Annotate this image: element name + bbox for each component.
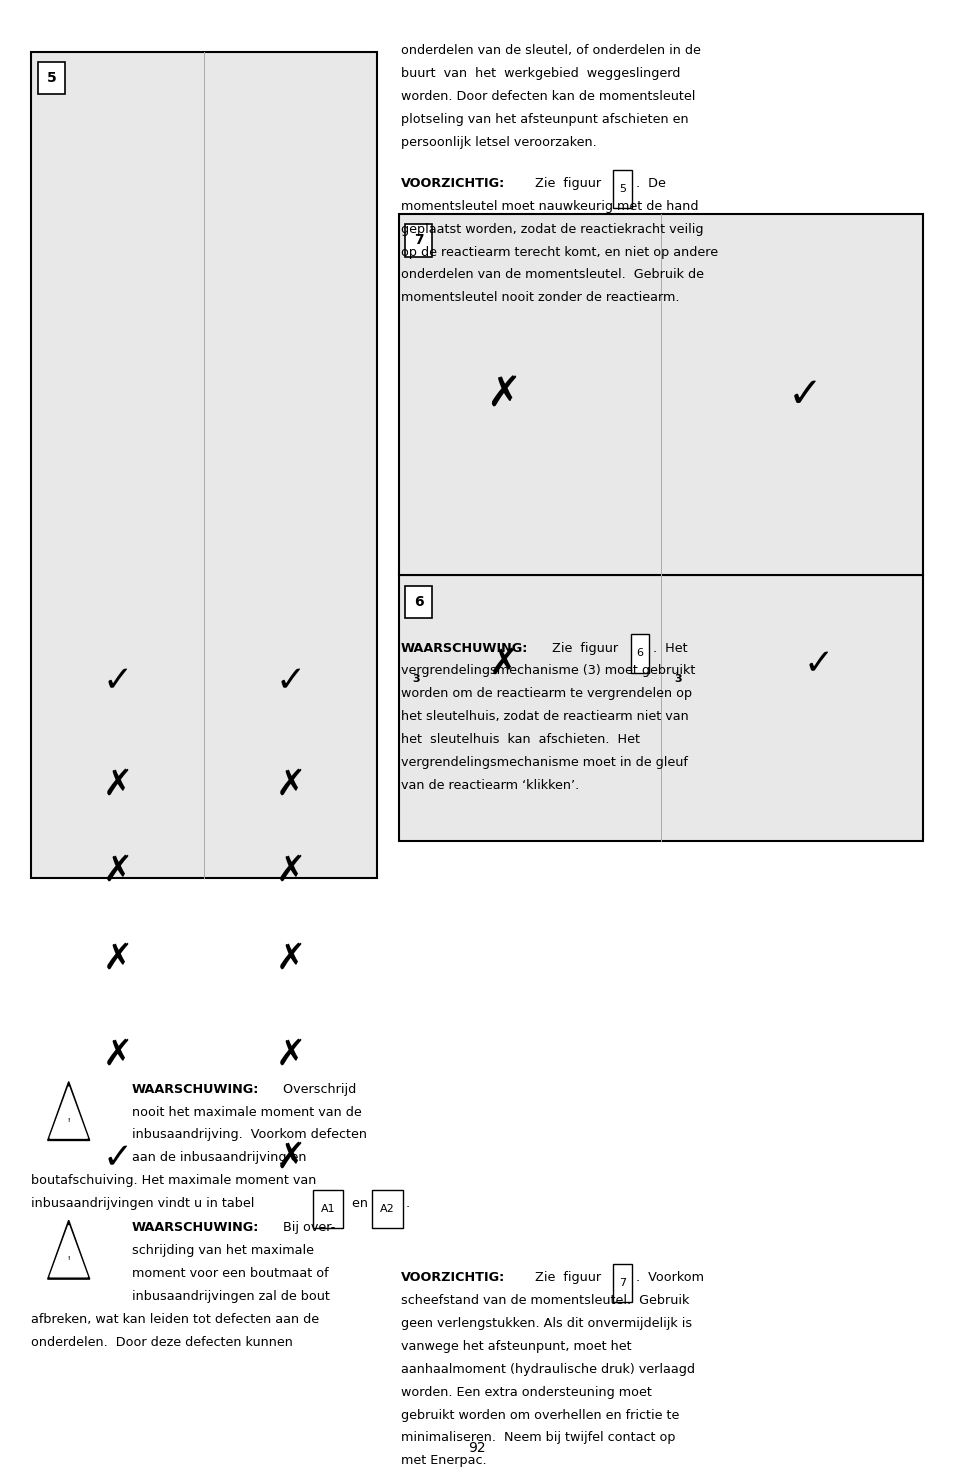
FancyBboxPatch shape: [630, 634, 648, 673]
Text: VOORZICHTIG:: VOORZICHTIG:: [400, 1271, 504, 1285]
Text: A1: A1: [320, 1204, 335, 1214]
Text: ✓: ✓: [103, 664, 132, 699]
Text: momentsleutel nooit zonder de reactiearm.: momentsleutel nooit zonder de reactiearm…: [400, 291, 679, 304]
Text: 7: 7: [618, 1279, 625, 1288]
Bar: [405, 224, 432, 257]
Bar: [38, 62, 65, 94]
Text: .  Het: . Het: [653, 642, 687, 655]
Text: ✗: ✗: [275, 941, 305, 976]
Bar: [405, 586, 432, 618]
Text: minimaliseren.  Neem bij twijfel contact op: minimaliseren. Neem bij twijfel contact …: [400, 1431, 675, 1444]
Text: ✓: ✓: [802, 646, 833, 681]
Text: met Enerpac.: met Enerpac.: [400, 1454, 486, 1468]
Polygon shape: [50, 1087, 88, 1139]
Text: ✗: ✗: [275, 1037, 305, 1072]
Text: momentsleutel moet nauwkeurig met de hand: momentsleutel moet nauwkeurig met de han…: [400, 199, 698, 212]
FancyBboxPatch shape: [613, 1264, 631, 1302]
FancyBboxPatch shape: [313, 1189, 343, 1227]
Text: !: !: [68, 1257, 70, 1261]
Text: moment voor een boutmaat of: moment voor een boutmaat of: [132, 1267, 328, 1280]
Text: het  sleutelhuis  kan  afschieten.  Het: het sleutelhuis kan afschieten. Het: [400, 733, 639, 746]
Text: 3: 3: [412, 674, 419, 683]
Text: Zie  figuur: Zie figuur: [526, 177, 604, 190]
Text: het sleutelhuis, zodat de reactiearm niet van: het sleutelhuis, zodat de reactiearm nie…: [400, 709, 688, 723]
Text: afbreken, wat kan leiden tot defecten aan de: afbreken, wat kan leiden tot defecten aa…: [31, 1313, 319, 1326]
Text: vergrendelingsmechanisme moet in de gleuf: vergrendelingsmechanisme moet in de gleu…: [400, 755, 687, 768]
Text: vergrendelingsmechanisme (3) moet gebruikt: vergrendelingsmechanisme (3) moet gebrui…: [400, 664, 695, 677]
Text: .  De: . De: [636, 177, 665, 190]
Text: ✗: ✗: [103, 767, 132, 802]
Text: inbusaandrijving.  Voorkom defecten: inbusaandrijving. Voorkom defecten: [132, 1128, 366, 1142]
Polygon shape: [48, 1081, 90, 1140]
Text: ✗: ✗: [486, 373, 520, 416]
Text: 92: 92: [468, 1441, 485, 1456]
Text: boutafschuiving. Het maximale moment van: boutafschuiving. Het maximale moment van: [31, 1174, 316, 1187]
Text: ✗: ✗: [103, 853, 132, 888]
Text: WAARSCHUWING:: WAARSCHUWING:: [132, 1083, 259, 1096]
Text: buurt  van  het  werkgebied  weggeslingerd: buurt van het werkgebied weggeslingerd: [400, 66, 679, 80]
Bar: [398, 575, 923, 841]
Text: ✗: ✗: [103, 1037, 132, 1072]
Text: WAARSCHUWING:: WAARSCHUWING:: [400, 642, 528, 655]
Text: WAARSCHUWING:: WAARSCHUWING:: [132, 1221, 259, 1235]
Text: 6: 6: [636, 649, 642, 658]
Text: worden. Een extra ondersteuning moet: worden. Een extra ondersteuning moet: [400, 1386, 651, 1398]
Text: .  Voorkom: . Voorkom: [636, 1271, 703, 1285]
Text: inbusaandrijvingen zal de bout: inbusaandrijvingen zal de bout: [132, 1289, 329, 1302]
Text: ✗: ✗: [275, 853, 305, 888]
Text: geplaatst worden, zodat de reactiekracht veilig: geplaatst worden, zodat de reactiekracht…: [400, 223, 702, 236]
Text: 5: 5: [618, 184, 625, 193]
Bar: [31, 52, 376, 878]
Text: ✓: ✓: [275, 664, 305, 699]
Text: 5: 5: [47, 71, 56, 86]
Text: en: en: [348, 1198, 372, 1210]
Text: 3: 3: [674, 674, 681, 683]
Text: Zie  figuur: Zie figuur: [526, 1271, 604, 1285]
Text: schrijding van het maximale: schrijding van het maximale: [132, 1245, 314, 1257]
Text: gebruikt worden om overhellen en frictie te: gebruikt worden om overhellen en frictie…: [400, 1409, 679, 1422]
Text: A2: A2: [379, 1204, 395, 1214]
Text: .: .: [405, 1198, 409, 1210]
Text: ✓: ✓: [103, 1140, 132, 1176]
Polygon shape: [50, 1226, 88, 1277]
Text: ✓: ✓: [787, 373, 822, 416]
Text: Bij over-: Bij over-: [274, 1221, 335, 1235]
FancyBboxPatch shape: [372, 1189, 402, 1227]
Text: onderdelen van de sleutel, of onderdelen in de: onderdelen van de sleutel, of onderdelen…: [400, 44, 700, 58]
Text: 7: 7: [414, 233, 423, 248]
Text: ✗: ✗: [275, 1140, 305, 1176]
Text: worden om de reactiearm te vergrendelen op: worden om de reactiearm te vergrendelen …: [400, 687, 691, 701]
Text: !: !: [68, 1118, 70, 1122]
Text: inbusaandrijvingen vindt u in tabel: inbusaandrijvingen vindt u in tabel: [31, 1198, 258, 1210]
Text: plotseling van het afsteunpunt afschieten en: plotseling van het afsteunpunt afschiete…: [400, 112, 687, 125]
Text: scheefstand van de momentsleutel.  Gebruik: scheefstand van de momentsleutel. Gebrui…: [400, 1295, 688, 1307]
Text: ✗: ✗: [488, 646, 518, 681]
Polygon shape: [48, 1220, 90, 1279]
Text: ✗: ✗: [275, 767, 305, 802]
Text: Overschrijd: Overschrijd: [274, 1083, 355, 1096]
Text: Zie  figuur: Zie figuur: [543, 642, 621, 655]
Text: 6: 6: [414, 594, 423, 609]
Text: onderdelen van de momentsleutel.  Gebruik de: onderdelen van de momentsleutel. Gebruik…: [400, 268, 703, 282]
Text: nooit het maximale moment van de: nooit het maximale moment van de: [132, 1106, 361, 1118]
Text: vanwege het afsteunpunt, moet het: vanwege het afsteunpunt, moet het: [400, 1339, 631, 1353]
FancyBboxPatch shape: [613, 170, 631, 208]
Text: van de reactiearm ‘klikken’.: van de reactiearm ‘klikken’.: [400, 779, 578, 792]
Text: aan de inbusaandrijving en: aan de inbusaandrijving en: [132, 1150, 306, 1164]
Text: op de reactiearm terecht komt, en niet op andere: op de reactiearm terecht komt, en niet o…: [400, 245, 717, 258]
Text: aanhaalmoment (hydraulische druk) verlaagd: aanhaalmoment (hydraulische druk) verlaa…: [400, 1363, 694, 1376]
Text: VOORZICHTIG:: VOORZICHTIG:: [400, 177, 504, 190]
Text: worden. Door defecten kan de momentsleutel: worden. Door defecten kan de momentsleut…: [400, 90, 695, 103]
Text: ✗: ✗: [103, 941, 132, 976]
Text: onderdelen.  Door deze defecten kunnen: onderdelen. Door deze defecten kunnen: [31, 1336, 294, 1348]
Bar: [398, 214, 923, 575]
Text: persoonlijk letsel veroorzaken.: persoonlijk letsel veroorzaken.: [400, 136, 596, 149]
Text: geen verlengstukken. Als dit onvermijdelijk is: geen verlengstukken. Als dit onvermijdel…: [400, 1317, 691, 1330]
